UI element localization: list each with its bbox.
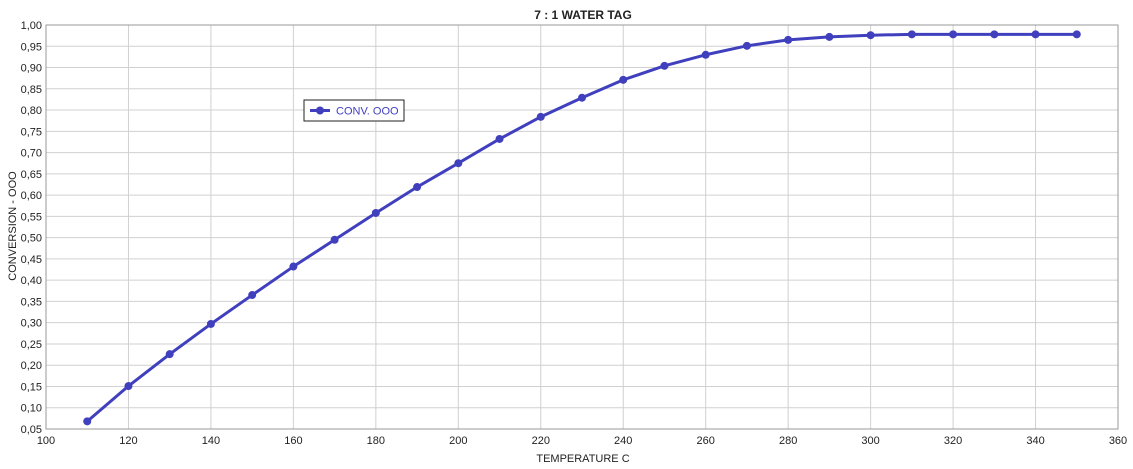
y-tick-label: 0,85 xyxy=(21,84,42,96)
legend-marker xyxy=(316,106,324,115)
x-tick-label: 300 xyxy=(861,435,879,447)
legend-box xyxy=(303,99,405,122)
data-point xyxy=(330,235,339,244)
grid xyxy=(45,24,1119,430)
data-point xyxy=(701,50,710,59)
y-tick-label: 0,35 xyxy=(21,296,42,308)
x-axis-label: TEMPERATURE C xyxy=(536,453,629,465)
data-point xyxy=(206,319,215,328)
x-tick-label: 200 xyxy=(449,435,467,447)
data-point xyxy=(536,112,545,121)
data-point xyxy=(660,61,669,70)
y-tick-label: 0,20 xyxy=(21,360,42,372)
data-point xyxy=(248,291,257,300)
x-tick-label: 120 xyxy=(119,435,137,447)
x-tick-label: 100 xyxy=(37,435,55,447)
legend-label: CONV. OOO xyxy=(336,106,399,118)
data-point xyxy=(619,75,628,84)
data-point xyxy=(83,417,92,426)
y-tick-label: 1,00 xyxy=(21,20,42,32)
y-tick-label: 0,90 xyxy=(21,63,42,75)
data-point xyxy=(578,93,586,102)
data-point xyxy=(907,30,916,39)
data-point xyxy=(371,208,380,217)
y-tick-label: 0,10 xyxy=(21,403,42,415)
y-tick-label: 0,25 xyxy=(21,339,42,351)
x-tick-label: 220 xyxy=(532,435,550,447)
x-tick-label: 160 xyxy=(284,435,302,447)
data-point xyxy=(949,30,958,39)
y-tick-label: 0,30 xyxy=(21,318,42,330)
y-axis: 0,05 0,10 0,15 0,20 0,25 0,30 0,35 0,40 0,45 0,50… xyxy=(21,20,42,436)
data-point xyxy=(495,134,504,143)
y-tick-label: 0,15 xyxy=(21,381,42,393)
x-axis: 100 120 140 160 180 200 220 240 260 280 300 320 340 3… xyxy=(37,435,1127,447)
y-tick-label: 0,95 xyxy=(21,41,42,53)
x-tick-label: 340 xyxy=(1026,435,1044,447)
y-tick-label: 0,70 xyxy=(21,148,42,160)
y-tick-label: 0,75 xyxy=(21,126,42,138)
data-point xyxy=(1031,30,1040,39)
y-tick-label: 0,60 xyxy=(21,190,42,202)
plot-frame xyxy=(45,24,1119,430)
y-tick-label: 0,65 xyxy=(21,169,42,181)
x-tick-label: 260 xyxy=(697,435,715,447)
x-tick-label: 280 xyxy=(779,435,797,447)
series-line xyxy=(86,32,1077,423)
data-point xyxy=(825,32,834,41)
data-point xyxy=(454,159,463,168)
x-tick-label: 360 xyxy=(1109,435,1127,447)
data-point xyxy=(413,183,422,192)
x-tick-label: 240 xyxy=(614,435,632,447)
data-point xyxy=(866,31,875,40)
data-point xyxy=(165,350,174,359)
data-point xyxy=(124,382,133,391)
y-tick-label: 0,40 xyxy=(21,275,42,287)
y-tick-label: 0,05 xyxy=(21,424,42,436)
data-point xyxy=(289,262,298,271)
data-point xyxy=(1072,30,1081,39)
chart-title: 7 : 1 WATER TAG xyxy=(534,8,632,22)
y-tick-label: 0,50 xyxy=(21,233,42,245)
x-tick-label: 320 xyxy=(944,435,962,447)
y-tick-label: 0,45 xyxy=(21,254,42,266)
x-tick-label: 140 xyxy=(202,435,220,447)
y-tick-label: 0,55 xyxy=(21,211,42,223)
x-tick-label: 180 xyxy=(367,435,385,447)
data-point xyxy=(784,35,793,44)
legend: CONV. OOO xyxy=(303,99,405,122)
data-point xyxy=(742,41,751,50)
data-point xyxy=(990,30,999,39)
y-tick-label: 0,80 xyxy=(21,105,42,117)
y-axis-label: CONVERSION - OOO xyxy=(7,171,19,281)
series-layer xyxy=(83,30,1081,426)
